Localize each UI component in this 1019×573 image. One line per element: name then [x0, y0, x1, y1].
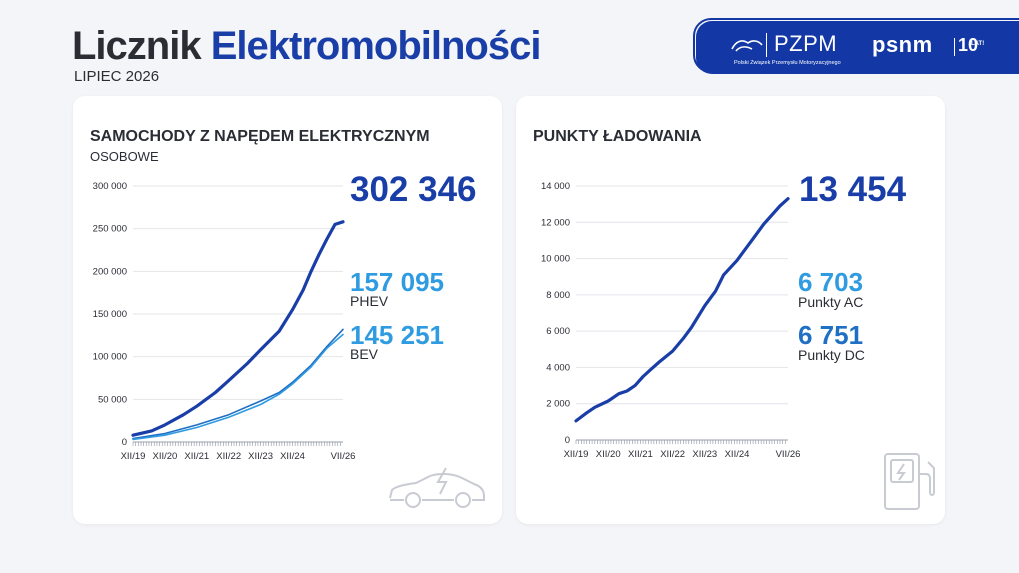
cars-chart-xtick-label: XII/24	[280, 451, 305, 462]
ac-label: Punkty AC	[798, 294, 864, 310]
cars-chart-xtick-label: XII/20	[152, 451, 177, 462]
charging-chart-xtick-label: XII/23	[692, 449, 717, 460]
psnm-logo: psnm	[872, 32, 933, 57]
phev-label: PHEV	[350, 293, 389, 309]
cars-chart-ytick-label: 50 000	[98, 394, 127, 405]
charging-chart-ytick-label: 0	[565, 435, 570, 446]
cars-card-title: SAMOCHODY Z NAPĘDEM ELEKTRYCZNYM	[90, 128, 430, 145]
pzpm-subtitle: Polski Związek Przemysłu Motoryzacyjnego	[734, 60, 841, 66]
charging-chart-ytick-label: 8 000	[546, 290, 570, 301]
psnm-anniversary: 10	[958, 35, 979, 55]
charging-chart-xtick-label: XII/20	[596, 449, 621, 460]
cars-card-subtitle: OSOBOWE	[90, 149, 159, 164]
charging-card: PUNKTY ŁADOWANIA 0 2 000 4 000 6 000 8 000 10…	[516, 96, 945, 524]
cars-card: SAMOCHODY Z NAPĘDEM ELEKTRYCZNYM OSOBOWE…	[73, 96, 502, 524]
cars-chart-ytick-label: 200 000	[93, 266, 127, 277]
charging-chart-xtick-label: XII/21	[628, 449, 653, 460]
charging-chart: 0 2 000 4 000 6 000 8 000 10 000 12 000 14 000 X…	[541, 181, 801, 460]
charging-chart-ytick-label: 10 000	[541, 254, 570, 265]
charging-chart-xtick-label: XII/24	[725, 449, 750, 460]
cars-chart-xtick-label: XII/19	[121, 451, 146, 462]
bev-label: BEV	[350, 346, 379, 362]
electric-car-icon	[389, 467, 485, 508]
cars-chart-xtick-label: XII/22	[216, 451, 241, 462]
page-title: Licznik Elektromobilności	[72, 24, 542, 69]
banner-outline	[693, 18, 1019, 73]
pzpm-separator	[766, 33, 767, 57]
ac-value: 6 703	[798, 267, 864, 297]
page-subtitle: LIPIEC 2026	[74, 68, 160, 85]
charging-total-value: 13 454	[799, 170, 907, 209]
cars-chart-xtick-label: VII/26	[331, 451, 356, 462]
dc-label: Punkty DC	[798, 347, 865, 363]
psnm-separator	[954, 38, 955, 56]
phev-value: 157 095	[350, 267, 444, 297]
cars-chart-series-line-0	[131, 220, 345, 437]
pzpm-name: PZPM	[774, 31, 838, 56]
charging-chart-ytick-label: 6 000	[546, 326, 570, 337]
charging-chart-xtick-label: VII/26	[776, 449, 801, 460]
psnm-anniversary-label: LAT!	[971, 41, 985, 47]
charging-chart-xtick-label: XII/22	[660, 449, 685, 460]
page-title-part1: Licznik	[72, 24, 202, 68]
logo-banner: PZPM Polski Związek Przemysłu Motoryzacy…	[693, 18, 1019, 74]
charging-card-title: PUNKTY ŁADOWANIA	[533, 128, 702, 145]
cars-chart: 0 50 000 100 000 150 000 200 000 250 000 300 0…	[93, 181, 356, 462]
charging-chart-ytick-label: 12 000	[541, 217, 570, 228]
cars-chart-ytick-label: 150 000	[93, 309, 127, 320]
cars-chart-series-line-1	[132, 328, 344, 440]
cars-chart-ytick-label: 300 000	[93, 181, 127, 192]
cars-chart-series-line-2	[132, 333, 344, 441]
charging-chart-ytick-label: 2 000	[546, 399, 570, 410]
page-title-part2: Elektromobilności	[210, 24, 542, 68]
cars-chart-ytick-label: 100 000	[93, 352, 127, 363]
cars-chart-ytick-label: 0	[122, 437, 127, 448]
charging-chart-ytick-label: 4 000	[546, 362, 570, 373]
charging-station-icon	[884, 453, 935, 510]
cars-chart-xtick-label: XII/21	[184, 451, 209, 462]
pzpm-bird-icon	[731, 40, 763, 52]
bev-value: 145 251	[350, 320, 444, 350]
charging-chart-xtick-label: XII/19	[564, 449, 589, 460]
charging-chart-series-line-0	[574, 197, 790, 423]
cars-chart-ytick-label: 250 000	[93, 224, 127, 235]
charging-chart-ytick-label: 14 000	[541, 181, 570, 192]
cars-total-value: 302 346	[350, 170, 477, 209]
cars-chart-xtick-label: XII/23	[248, 451, 273, 462]
dc-value: 6 751	[798, 320, 864, 350]
